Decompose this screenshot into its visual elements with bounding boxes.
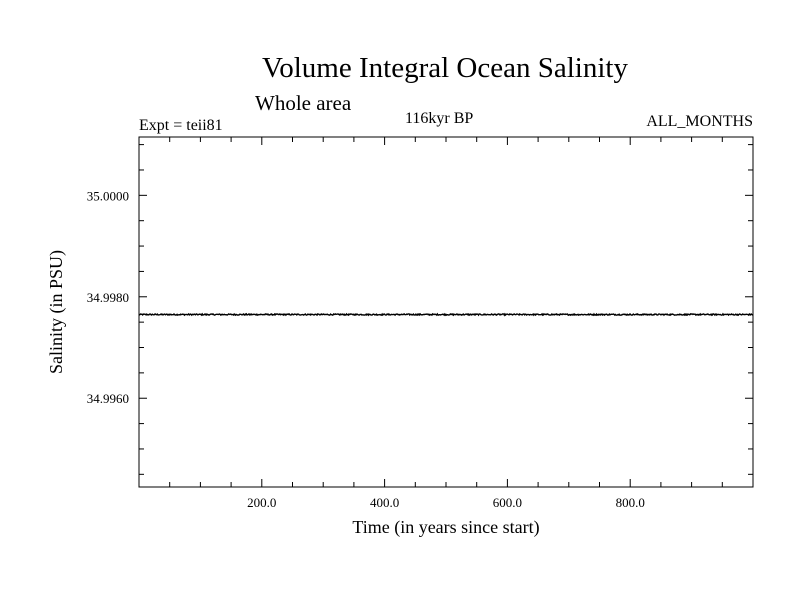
y-tick-label: 35.0000	[87, 188, 129, 203]
chart-title: Volume Integral Ocean Salinity	[262, 52, 628, 84]
y-axis-label: Salinity (in PSU)	[46, 250, 67, 374]
x-tick-label: 400.0	[370, 495, 399, 510]
chart-subtitle: Whole area	[255, 91, 352, 115]
x-tick-label: 800.0	[616, 495, 645, 510]
plot-frame	[138, 136, 754, 488]
experiment-label: Expt = teii81	[139, 117, 223, 134]
months-label: ALL_MONTHS	[646, 113, 753, 130]
series-line	[138, 312, 754, 317]
period-label: 116kyr BP	[405, 110, 474, 127]
x-axis-label: Time (in years since start)	[352, 517, 539, 538]
x-tick-label: 200.0	[247, 495, 276, 510]
ticks-layer	[139, 137, 753, 487]
y-tick-label: 34.9980	[87, 290, 129, 305]
tick-labels-layer: 200.0 400.0 600.0 800.0 34.9960 34.9980 35.000…	[87, 188, 645, 510]
x-tick-label: 600.0	[493, 495, 522, 510]
y-tick-label: 34.9960	[87, 391, 129, 406]
